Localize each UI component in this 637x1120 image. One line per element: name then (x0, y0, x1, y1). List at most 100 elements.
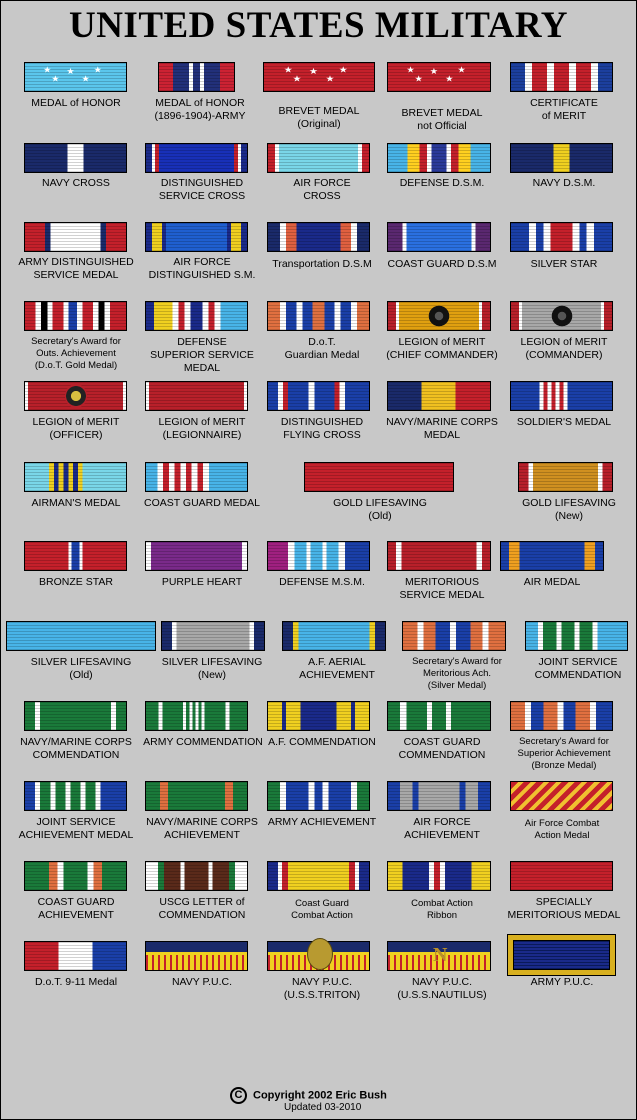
updated-date: Updated 03-2010 (284, 1102, 362, 1113)
ribbon (267, 701, 370, 731)
ribbon (24, 462, 127, 492)
wreath-icon (428, 304, 450, 328)
ribbon (510, 861, 613, 891)
ribbon (145, 143, 248, 173)
ribbon (267, 781, 370, 811)
letter-n-icon: N (433, 944, 448, 966)
ribbon-label: ARMY ACHIEVEMENT (267, 816, 377, 828)
ribbon (267, 938, 370, 971)
ribbon (510, 143, 613, 173)
ribbon-label: DEFENSE M.S.M. (279, 576, 365, 588)
ribbon (24, 541, 127, 571)
ribbon-label: DEFENSE SUPERIOR SERVICE MEDAL (150, 336, 254, 374)
globe-icon (306, 938, 333, 970)
ribbon (24, 222, 127, 252)
ribbon-label: LEGION of MERIT (OFFICER) (32, 416, 120, 441)
ribbon-label: MERITORIOUS SERVICE MEDAL (399, 576, 485, 601)
ribbon-label: Secretary's Award for Meritorious Ach. (… (412, 656, 502, 691)
ribbon (304, 462, 454, 492)
ribbon (145, 781, 248, 811)
ribbon: N (387, 941, 491, 971)
ribbon (267, 381, 370, 411)
ribbon-label: NAVY/MARINE CORPS COMMENDATION (20, 736, 132, 761)
ribbon-label: CERTIFICATE of MERIT (530, 97, 598, 122)
ribbon (387, 222, 491, 252)
ribbon-label: MEDAL of HONOR (31, 97, 121, 109)
ribbon-label: BRONZE STAR (39, 576, 113, 588)
frame-inner (513, 940, 610, 970)
ribbon-label: JOINT SERVICE COMMENDATION (534, 656, 622, 681)
svg-text:★: ★ (339, 65, 348, 74)
ribbon (267, 861, 370, 891)
ribbon-label: DISTINGUISHED FLYING CROSS (280, 416, 364, 441)
svg-text:★: ★ (51, 74, 59, 84)
ribbon-label: DISTINGUISHED SERVICE CROSS (158, 177, 246, 202)
ribbon: ★ ★ ★ ★ ★ (24, 62, 127, 92)
ribbon-label: PURPLE HEART (161, 576, 243, 588)
ribbon-label: AIR FORCE CROSS (293, 177, 351, 202)
ribbon-label: NAVY P.U.C. (U.S.S.NAUTILUS) (397, 976, 487, 1001)
ribbon-label: COAST GUARD D.S.M (387, 258, 497, 270)
ribbon (518, 462, 613, 492)
ribbon (6, 621, 156, 651)
ribbon-label: ARMY P.U.C. (530, 976, 594, 988)
ribbon-label: SPECIALLY MERITORIOUS MEDAL (507, 896, 621, 921)
svg-text:★: ★ (326, 74, 335, 83)
ribbon (267, 143, 370, 173)
ribbon-label: GOLD LIFESAVING (New) (522, 497, 616, 522)
ribbon-pattern (388, 954, 490, 970)
ribbon (145, 381, 248, 411)
ribbon (267, 222, 370, 252)
ribbon (387, 143, 491, 173)
ribbon-label: Transportation D.S.M (272, 258, 372, 270)
ribbon-label: D.o.T. Guardian Medal (284, 336, 360, 361)
ribbon (145, 941, 248, 971)
ribbon-label: AIR FORCE DISTINGUISHED S.M. (148, 256, 256, 281)
ribbon (145, 301, 248, 331)
svg-text:★: ★ (414, 74, 422, 84)
ribbon (161, 621, 265, 651)
svg-text:★: ★ (293, 74, 302, 83)
svg-text:★: ★ (430, 67, 438, 77)
ribbon (510, 781, 613, 811)
ribbon-label: A.F. COMMENDATION (268, 736, 376, 748)
ribbon-label: AIRMAN'S MEDAL (31, 497, 121, 509)
stars-icon: ★★★★★ (406, 65, 465, 84)
ribbon-label: NAVY CROSS (42, 177, 110, 189)
ribbon (24, 143, 127, 173)
ribbon-label: LEGION of MERIT (LEGIONNAIRE) (158, 416, 246, 441)
ribbon (510, 222, 613, 252)
ribbon (267, 541, 370, 571)
copyright-text: Copyright 2002 Eric Bush (253, 1089, 387, 1102)
ribbon (510, 301, 613, 331)
ribbon (387, 701, 491, 731)
ribbon-label: COAST GUARD COMMENDATION (398, 736, 486, 761)
ribbon-label: LEGION of MERIT (COMMANDER) (520, 336, 608, 361)
ribbon (387, 781, 491, 811)
wreath-icon (64, 384, 87, 408)
ribbon-label: NAVY P.U.C. (171, 976, 233, 988)
svg-text:★: ★ (284, 65, 293, 74)
ribbon (387, 861, 491, 891)
ribbon (282, 621, 386, 651)
page-title: UNITED STATES MILITARY (68, 5, 569, 46)
ribbon-label: MEDAL of HONOR (1896-1904)-ARMY (154, 97, 246, 122)
ribbon (24, 301, 127, 331)
ribbon (402, 621, 506, 651)
svg-text:★: ★ (82, 74, 90, 84)
ribbon (158, 62, 235, 92)
ribbon (500, 541, 604, 571)
ribbon-label: Air Force Combat Action Medal (524, 818, 600, 841)
ribbon-label: NAVY D.S.M. (532, 177, 596, 189)
svg-text:★: ★ (66, 67, 74, 77)
ribbon-label: USCG LETTER of COMMENDATION (158, 896, 246, 921)
ribbon (24, 861, 127, 891)
ribbon (510, 62, 613, 92)
ribbon-label: GOLD LIFESAVING (Old) (333, 497, 427, 522)
ribbon-label: SILVER LIFESAVING (New) (161, 656, 263, 681)
ribbon-label: AIR MEDAL (523, 576, 581, 588)
stars-icon: ★★★★★ (284, 65, 348, 83)
ribbon-label: NAVY/MARINE CORPS MEDAL (386, 416, 498, 441)
svg-text:★: ★ (94, 65, 102, 75)
ribbon-label: Secretary's Award for Superior Achieveme… (517, 736, 611, 771)
